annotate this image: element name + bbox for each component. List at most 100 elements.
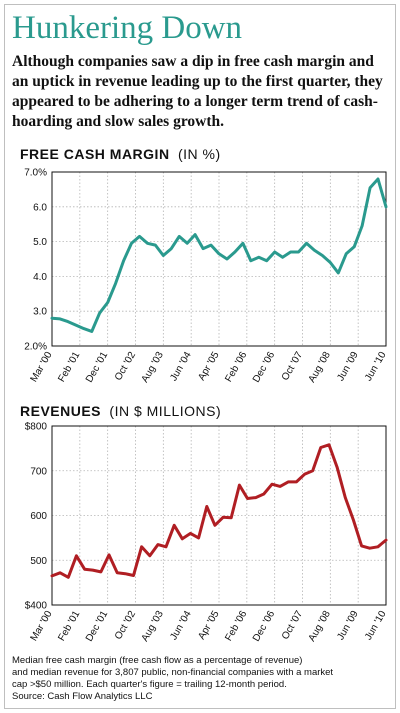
margin-data-point: [290, 251, 292, 253]
margin-data-point: [51, 317, 53, 319]
revenue-data-point: [255, 497, 257, 499]
revenue-data-point: [295, 481, 297, 483]
revenue-y-tick-label: 700: [30, 466, 47, 477]
revenue-x-tick-label: Aug '03: [140, 609, 167, 644]
margin-data-point: [138, 235, 141, 237]
footnote-line: cap >$50 million. Each quarter's figure …: [12, 679, 287, 690]
margin-data-point: [369, 187, 371, 189]
margin-plot-frame: [51, 171, 387, 347]
revenue-data-point: [149, 555, 151, 557]
margin-data-point: [83, 328, 85, 330]
revenue-data-point: [344, 497, 346, 499]
margin-data-point: [202, 248, 204, 250]
footnote: Median free cash margin (free cash flow …: [12, 655, 390, 703]
revenue-data-point: [189, 532, 192, 534]
revenue-chart-title-text: REVENUES: [20, 403, 102, 419]
margin-x-tick-label: Feb '01: [56, 350, 82, 384]
margin-data-point: [282, 256, 284, 258]
margin-chart: 2.0%3.04.05.06.07.0%Mar '00 Feb '01 Dec '0…: [24, 168, 389, 385]
revenue-data-point: [246, 497, 249, 500]
margin-data-point: [123, 260, 125, 262]
revenue-x-tick-label: Dec '01: [84, 609, 111, 644]
margin-data-point: [146, 242, 148, 244]
margin-x-tick-label: Feb '06: [223, 350, 249, 384]
margin-x-tick-label: Jun '04: [168, 350, 194, 384]
page-title: Hunkering Down: [12, 10, 243, 46]
revenue-data-point: [198, 537, 200, 539]
margin-data-point: [329, 261, 331, 264]
revenue-data-point: [369, 547, 371, 549]
margin-data-point: [274, 251, 276, 253]
margin-data-point: [170, 248, 172, 250]
revenue-data-point: [84, 568, 86, 570]
revenue-x-tick-label: Jun '09: [335, 609, 361, 643]
revenue-data-point: [181, 538, 183, 540]
revenue-data-point: [320, 446, 322, 449]
margin-x-tick-label: Jun '09: [335, 350, 361, 384]
margin-data-point: [258, 256, 260, 258]
revenue-data-point: [165, 546, 167, 548]
margin-data-point: [67, 321, 69, 323]
revenue-data-point: [287, 481, 289, 483]
revenue-data-point: [263, 493, 265, 495]
revenue-data-point: [222, 516, 224, 518]
revenue-data-point: [157, 544, 159, 546]
margin-x-tick-label: Aug '03: [140, 350, 167, 385]
margin-data-point: [59, 318, 61, 320]
margin-y-tick-label: 7.0%: [24, 168, 47, 179]
margin-data-point: [162, 254, 164, 257]
revenue-y-tick-label: $400: [25, 601, 48, 612]
margin-data-point: [91, 330, 93, 332]
revenue-data-point: [75, 555, 77, 557]
revenue-data-point: [271, 483, 273, 485]
margin-data-point: [385, 206, 387, 208]
margin-data-point: [305, 242, 308, 244]
margin-data-point: [353, 246, 355, 248]
revenue-data-point: [51, 575, 53, 577]
margin-data-point: [75, 324, 77, 326]
margin-data-point: [210, 244, 212, 246]
margin-data-point: [194, 234, 196, 236]
revenue-chart-title: REVENUES (IN $ MILLIONS): [20, 403, 221, 419]
margin-data-point: [99, 312, 101, 314]
revenue-data-point: [67, 576, 69, 578]
margin-x-tick-label: Aug '08: [307, 350, 334, 385]
revenue-data-point: [141, 546, 143, 548]
margin-data-point: [107, 301, 109, 304]
revenue-x-tick-label: Jun '10: [363, 609, 389, 643]
margin-x-tick-label: Oct '07: [280, 350, 305, 383]
revenue-data-point: [238, 484, 240, 486]
revenue-chart-unit: (IN $ MILLIONS): [109, 403, 222, 419]
margin-x-tick-label: Jun '10: [363, 350, 389, 384]
margin-y-tick-label: 6.0: [33, 202, 47, 213]
revenue-x-tick-label: Apr '05: [196, 609, 221, 642]
margin-y-tick-label: 4.0: [33, 272, 47, 283]
subtitle: Although companies saw a dip in free cas…: [12, 53, 383, 130]
revenue-data-point: [312, 470, 314, 472]
margin-x-tick-label: Apr '05: [196, 350, 221, 383]
margin-data-point: [377, 178, 379, 180]
margin-data-point: [218, 253, 220, 255]
margin-data-point: [345, 253, 347, 255]
margin-data-point: [178, 235, 180, 237]
revenue-x-tick-label: Jun '04: [168, 609, 194, 643]
margin-y-tick-label: 3.0: [33, 307, 47, 318]
margin-y-tick-label: 5.0: [33, 237, 47, 248]
footnote-line: and median revenue for 3,807 public, non…: [12, 667, 334, 678]
revenue-x-tick-label: Feb '01: [56, 609, 82, 643]
revenue-data-point: [385, 539, 387, 541]
margin-data-point: [154, 244, 156, 246]
revenue-x-tick-label: Mar '00: [29, 609, 55, 643]
margin-y-tick-label: 2.0%: [24, 342, 47, 353]
revenue-x-tick-label: Dec '06: [251, 609, 278, 644]
revenue-data-point: [173, 524, 175, 526]
margin-data-point: [337, 272, 339, 274]
revenue-data-point: [214, 524, 216, 526]
revenue-data-point: [336, 466, 338, 468]
revenue-data-point: [279, 485, 281, 487]
revenue-x-tick-label: Aug '08: [307, 609, 334, 644]
revenue-data-point: [303, 473, 306, 475]
revenue-data-point: [124, 573, 126, 575]
margin-data-point: [186, 242, 188, 244]
